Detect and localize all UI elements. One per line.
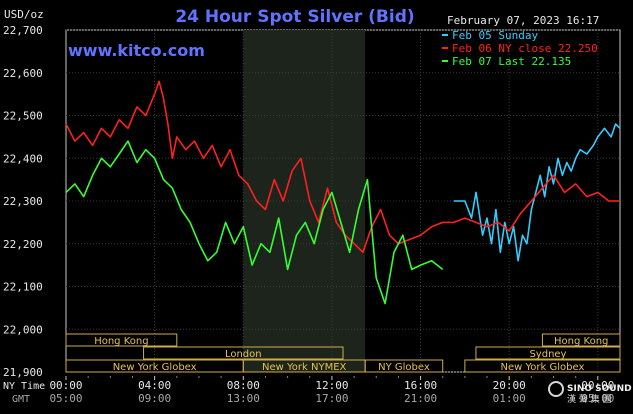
y-tick-label: 22,300 (3, 195, 43, 208)
series-line-0 (453, 123, 621, 262)
market-session-box (364, 359, 444, 373)
y-tick-label: 22,400 (3, 152, 43, 165)
legend-swatch-1 (442, 47, 448, 49)
y-tick-label: 22,100 (3, 281, 43, 294)
market-session-box (65, 333, 178, 347)
market-sessions: Hong Kong Hong Kong London Sydney New York G… (65, 333, 621, 373)
gmt-time-tick-label: 01:00 (493, 392, 526, 405)
y-tick-label: 22,500 (3, 110, 43, 123)
market-session-label: NY Globex (378, 362, 430, 373)
series-line-2 (65, 140, 444, 305)
market-session-label: New York NYMEX (262, 362, 347, 373)
market-session-label: London (225, 349, 262, 360)
ny-time-label: NY Time (3, 381, 45, 392)
ny-time-tick-label: 12:00 (315, 379, 348, 392)
y-tick-label: 22,600 (3, 67, 43, 80)
gmt-time-tick-label: 05:00 (581, 392, 614, 405)
market-session-box (541, 333, 621, 347)
market-session-label: New York Globex (113, 362, 197, 373)
series-line-1 (65, 80, 620, 254)
legend-label-0: Feb 05 Sunday (452, 29, 538, 42)
series-layer (65, 80, 621, 305)
market-session-label: Sydney (529, 349, 566, 360)
logo-mark-icon (548, 381, 564, 397)
sino-sound-logo: SINO SOUND 漢 聲 集 團 (548, 381, 632, 405)
legend-swatch-0 (442, 34, 448, 36)
y-tick-label: 22,700 (3, 24, 43, 37)
x-axis: 00:0005:0004:0009:0008:0013:0012:0017:00… (49, 376, 614, 405)
logo-name: SINO SOUND (567, 384, 632, 394)
market-session-box (464, 359, 621, 373)
chart-title: 24 Hour Spot Silver (Bid) (175, 7, 414, 27)
gmt-time-tick-label: 17:00 (315, 392, 348, 405)
datetime-stamp: February 07, 2023 16:17 (447, 14, 599, 27)
market-session-label: Hong Kong (554, 336, 608, 347)
site-url[interactable]: www.kitco.com (68, 41, 205, 60)
gmt-time-tick-label: 21:00 (404, 392, 437, 405)
market-session-label: Hong Kong (94, 336, 148, 347)
legend-label-1: Feb 06 NY close 22.250 (452, 42, 598, 55)
ny-time-tick-label: 08:00 (227, 379, 260, 392)
market-session-label: New York Globex (501, 362, 585, 373)
legend: Feb 05 Sunday Feb 06 NY close 22.250 Feb… (442, 29, 598, 68)
gmt-time-tick-label: 13:00 (227, 392, 260, 405)
nymex-highlight-band (243, 30, 366, 372)
y-tick-label: 22,000 (3, 323, 43, 336)
market-session-box (475, 346, 621, 360)
gmt-time-tick-label: 09:00 (138, 392, 171, 405)
gmt-label: GMT (12, 394, 30, 405)
gmt-time-tick-label: 05:00 (49, 392, 82, 405)
ny-time-tick-label: 04:00 (138, 379, 171, 392)
market-session-box (143, 346, 344, 360)
ny-time-tick-label: 00:00 (581, 379, 614, 392)
legend-label-2: Feb 07 Last 22.135 (452, 55, 571, 68)
y-tick-label: 21,900 (3, 366, 43, 379)
y-tick-label: 22,200 (3, 238, 43, 251)
y-axis: 22,700 22,600 22,500 22,400 22,300 22,200 22,1… (3, 24, 43, 379)
y-unit-label: USD/oz (4, 8, 44, 21)
legend-swatch-2 (442, 60, 448, 62)
ny-time-tick-label: 00:00 (49, 379, 82, 392)
logo-chinese: 漢 聲 集 團 (567, 393, 612, 405)
ny-time-tick-label: 20:00 (493, 379, 526, 392)
ny-time-tick-label: 16:00 (404, 379, 437, 392)
